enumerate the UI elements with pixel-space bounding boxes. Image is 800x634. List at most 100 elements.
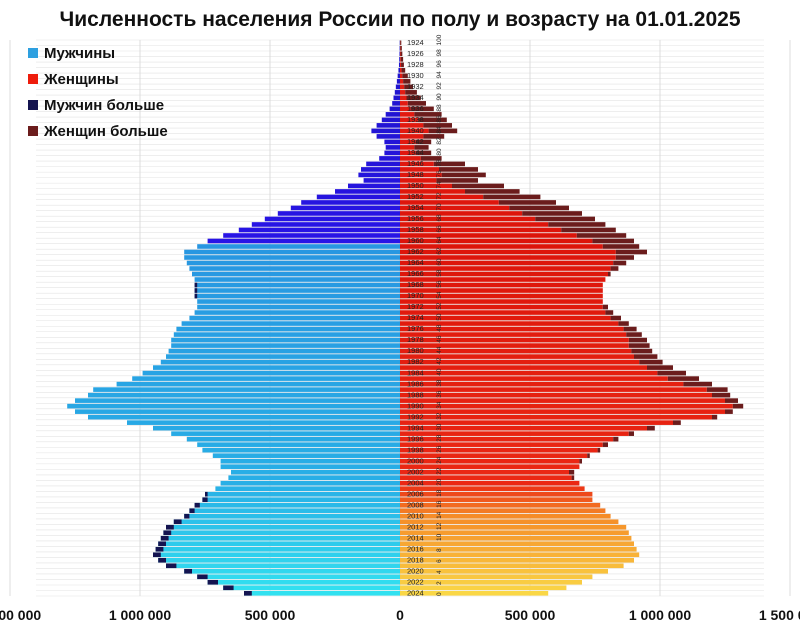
bar-men — [220, 464, 400, 469]
bar-men — [361, 167, 400, 172]
bar-women — [400, 475, 572, 480]
legend-item-men: Мужчины — [28, 40, 168, 66]
bar-women — [400, 238, 593, 244]
bar-women-surplus — [610, 266, 619, 271]
age-label: 2 — [436, 581, 443, 585]
bar-men-surplus — [194, 282, 198, 288]
bar-men — [173, 519, 400, 525]
bar-women-surplus — [407, 101, 426, 106]
bar-men — [155, 546, 400, 552]
bar-women-surplus — [626, 332, 642, 337]
bar-women — [400, 134, 424, 139]
bar-women — [400, 315, 611, 321]
bar-women-surplus — [498, 200, 556, 205]
legend-swatch-women-surplus — [28, 126, 38, 136]
bar-men — [335, 189, 400, 194]
bar-women — [400, 458, 580, 464]
bar-men — [186, 436, 400, 442]
bar-women-surplus — [592, 238, 634, 244]
bar-women — [400, 310, 606, 315]
bar-men — [393, 95, 400, 101]
bar-men — [171, 337, 400, 343]
x-tick-label: 1 500 000 — [0, 607, 41, 623]
bar-women-surplus — [615, 255, 634, 260]
bar-women — [400, 387, 707, 392]
year-label: 1980 — [407, 346, 424, 355]
age-label: 100 — [436, 34, 443, 45]
bar-men — [176, 326, 400, 332]
bar-men — [184, 568, 400, 574]
bar-women — [400, 431, 629, 436]
bar-women — [400, 530, 629, 536]
bar-men — [194, 502, 400, 508]
bar-men — [398, 68, 400, 73]
bar-women-surplus — [414, 112, 442, 117]
bar-women — [400, 414, 712, 420]
bar-women — [400, 260, 614, 266]
bar-men — [181, 321, 400, 326]
year-label: 1982 — [407, 357, 424, 366]
bar-men — [301, 200, 400, 205]
x-tick-label: 1 000 000 — [629, 607, 691, 623]
bar-men — [158, 541, 400, 547]
bar-women-surplus — [402, 73, 408, 79]
bar-women — [400, 123, 424, 128]
bar-women-surplus — [483, 194, 541, 200]
age-label: 22 — [436, 467, 443, 475]
age-label: 16 — [436, 500, 443, 508]
age-label: 72 — [436, 192, 443, 200]
year-label: 1950 — [407, 181, 424, 190]
bar-men — [163, 530, 400, 536]
bar-women — [400, 95, 407, 101]
bar-men — [194, 288, 400, 293]
bar-men — [381, 117, 400, 123]
chart-title: Численность населения России по полу и в… — [59, 8, 741, 31]
bar-women-surplus — [647, 365, 673, 370]
bar-women — [400, 200, 499, 205]
age-label: 4 — [436, 570, 443, 574]
age-label: 32 — [436, 412, 443, 420]
bar-women — [400, 541, 634, 547]
bar-women — [400, 255, 616, 260]
age-label: 18 — [436, 489, 443, 497]
bar-women — [400, 139, 416, 145]
age-label: 70 — [436, 203, 443, 211]
bar-men — [238, 227, 400, 233]
age-label: 34 — [436, 401, 443, 409]
year-label: 2008 — [407, 500, 424, 509]
bar-women-surplus — [631, 348, 653, 354]
bar-men — [371, 128, 400, 134]
bar-men — [399, 57, 400, 62]
bar-women-surplus — [610, 315, 621, 321]
bar-women-surplus — [576, 233, 627, 238]
bar-men — [395, 84, 400, 90]
bar-women-surplus — [571, 475, 575, 480]
year-label: 1956 — [407, 214, 424, 223]
bar-women-surplus — [414, 145, 429, 150]
bar-women-surplus — [400, 40, 402, 46]
age-label: 30 — [436, 423, 443, 431]
bar-women-surplus — [683, 381, 712, 387]
age-label: 84 — [436, 126, 443, 134]
year-label: 1924 — [407, 38, 424, 47]
bar-women-surplus — [673, 420, 681, 425]
x-tick-label: 500 000 — [505, 607, 556, 623]
bar-men — [189, 315, 400, 321]
bar-men — [93, 387, 400, 392]
bar-men — [75, 398, 400, 403]
bar-men — [385, 112, 400, 117]
bar-women-surplus — [423, 134, 445, 139]
age-label: 96 — [436, 60, 443, 68]
bar-men-surplus — [244, 590, 252, 596]
bar-women-surplus — [615, 249, 647, 255]
year-label: 1936 — [407, 104, 424, 113]
bar-women — [400, 68, 402, 73]
age-label: 98 — [436, 49, 443, 57]
bar-men — [184, 249, 400, 255]
x-tick-label: 1 500 000 — [759, 607, 800, 623]
bar-men-surplus — [173, 519, 182, 525]
bar-women-surplus — [634, 354, 658, 359]
bar-women — [400, 84, 405, 90]
age-label: 28 — [436, 434, 443, 442]
bar-men — [399, 51, 400, 57]
